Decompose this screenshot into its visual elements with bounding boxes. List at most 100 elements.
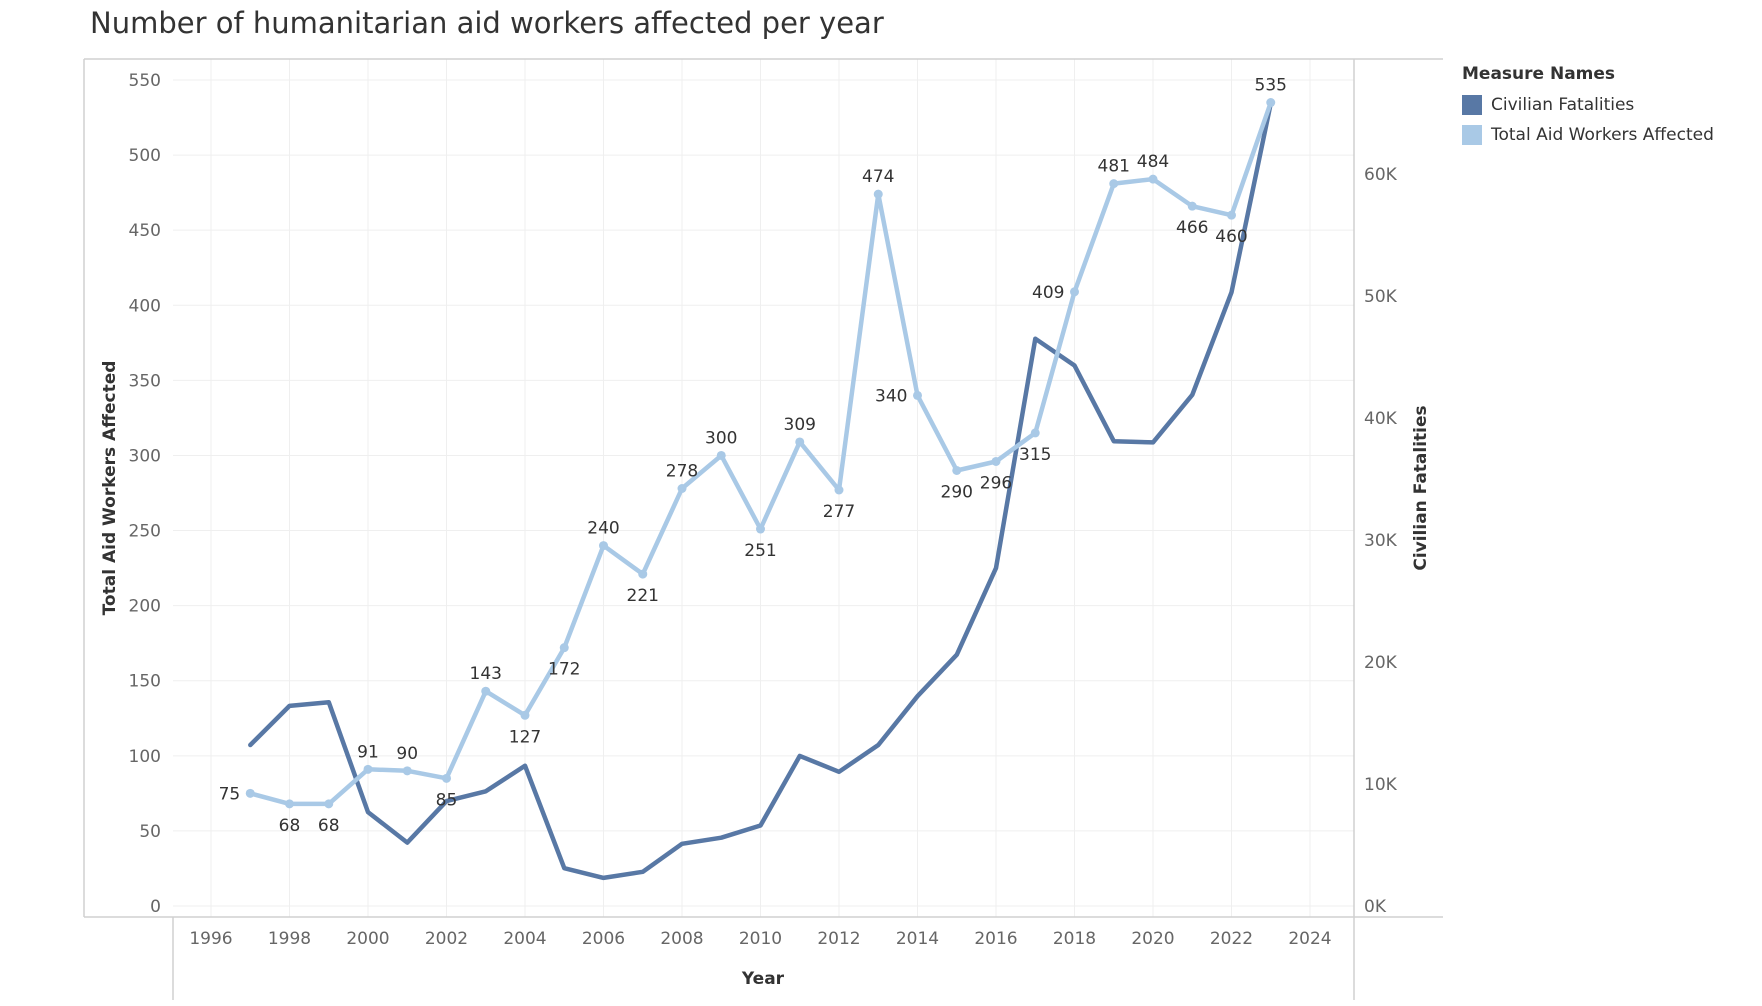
data-point-total-aid-workers-affected bbox=[245, 788, 255, 798]
y-left-tick-label: 250 bbox=[129, 522, 161, 542]
data-point-total-aid-workers-affected bbox=[1109, 179, 1119, 189]
data-point-total-aid-workers-affected bbox=[756, 524, 765, 534]
data-label: 91 bbox=[357, 742, 379, 762]
data-label: 460 bbox=[1215, 227, 1247, 247]
data-label: 221 bbox=[627, 586, 659, 606]
data-point-total-aid-workers-affected bbox=[795, 437, 805, 447]
data-point-total-aid-workers-affected bbox=[638, 569, 648, 579]
data-label: 75 bbox=[219, 784, 241, 804]
y-left-tick-label: 500 bbox=[129, 146, 161, 166]
data-point-total-aid-workers-affected bbox=[324, 799, 334, 809]
y-right-tick-label: 30K bbox=[1364, 531, 1398, 551]
y-left-tick-label: 200 bbox=[129, 597, 161, 617]
y-left-tick-label: 50 bbox=[139, 822, 161, 842]
y-axis-left-title: Total Aid Workers Affected bbox=[100, 361, 120, 616]
data-point-total-aid-workers-affected bbox=[402, 766, 412, 776]
x-tick-label: 2020 bbox=[1131, 929, 1174, 949]
x-tick-label: 2016 bbox=[974, 929, 1017, 949]
data-label: 535 bbox=[1255, 76, 1287, 96]
data-point-total-aid-workers-affected bbox=[285, 799, 294, 809]
y-right-tick-label: 10K bbox=[1364, 775, 1398, 795]
y-right-tick-label: 50K bbox=[1364, 287, 1398, 307]
data-label: 315 bbox=[1019, 445, 1051, 465]
data-point-total-aid-workers-affected bbox=[481, 686, 491, 696]
y-axis-right-title: Civilian Fatalities bbox=[1411, 405, 1431, 570]
data-point-total-aid-workers-affected bbox=[599, 541, 608, 551]
data-label: 143 bbox=[470, 664, 502, 684]
x-tick-label: 2002 bbox=[425, 929, 468, 949]
frame-layer bbox=[83, 58, 1443, 1000]
data-point-total-aid-workers-affected bbox=[952, 465, 962, 475]
data-label: 466 bbox=[1176, 218, 1208, 238]
series-line-civilian-fatalities bbox=[248, 100, 1274, 881]
data-label: 481 bbox=[1098, 157, 1130, 177]
x-tick-label: 2006 bbox=[582, 929, 625, 949]
data-label: 68 bbox=[279, 816, 301, 836]
x-tick-label: 2012 bbox=[817, 929, 860, 949]
y-right-tick-label: 40K bbox=[1364, 409, 1398, 429]
data-point-total-aid-workers-affected bbox=[363, 764, 373, 774]
y-left-tick-label: 150 bbox=[129, 672, 161, 692]
legend-item-civilian-fatalities[interactable]: Civilian Fatalities bbox=[1462, 90, 1714, 120]
chart-title: Number of humanitarian aid workers affec… bbox=[90, 6, 884, 40]
x-tick-label: 2022 bbox=[1210, 929, 1253, 949]
data-point-total-aid-workers-affected bbox=[991, 456, 1001, 466]
x-axis-title: Year bbox=[741, 969, 785, 989]
legend-label-total-aid-workers-affected: Total Aid Workers Affected bbox=[1491, 125, 1714, 145]
legend-item-total-aid-workers-affected[interactable]: Total Aid Workers Affected bbox=[1462, 120, 1714, 150]
data-label: 296 bbox=[980, 473, 1012, 493]
series-layer bbox=[245, 98, 1276, 881]
data-label: 85 bbox=[436, 790, 458, 810]
data-label: 251 bbox=[744, 541, 776, 561]
y-left-tick-label: 300 bbox=[129, 446, 161, 466]
y-left-tick-label: 400 bbox=[129, 296, 161, 316]
axis-layer: 1996 1998 2000 2002 2004 2006 2008 2010 2012 2014… bbox=[129, 71, 1398, 949]
legend-swatch-civilian-fatalities bbox=[1462, 95, 1482, 115]
data-label: 240 bbox=[587, 519, 619, 539]
data-label: 340 bbox=[875, 386, 907, 406]
data-label: 278 bbox=[666, 461, 698, 481]
data-point-total-aid-workers-affected bbox=[520, 710, 530, 720]
label-layer: 75 68 68 91 90 85 143 127 172 240 221 278 300 251 309 2… bbox=[219, 76, 1287, 836]
data-label: 172 bbox=[548, 660, 580, 680]
data-label: 68 bbox=[318, 816, 340, 836]
data-point-total-aid-workers-affected bbox=[1148, 174, 1158, 184]
data-label: 300 bbox=[705, 428, 737, 448]
data-point-total-aid-workers-affected bbox=[442, 773, 451, 783]
data-point-total-aid-workers-affected bbox=[1070, 287, 1079, 297]
x-tick-label: 1998 bbox=[268, 929, 311, 949]
legend-swatch-total-aid-workers-affected bbox=[1462, 125, 1482, 145]
x-tick-label: 2008 bbox=[660, 929, 703, 949]
grid-layer bbox=[173, 59, 1354, 917]
data-label: 484 bbox=[1137, 152, 1169, 172]
data-point-total-aid-workers-affected bbox=[677, 483, 687, 493]
legend: Measure Names Civilian Fatalities Total … bbox=[1462, 64, 1714, 150]
y-right-tick-label: 60K bbox=[1364, 165, 1398, 185]
y-right-tick-label: 0K bbox=[1364, 897, 1387, 917]
y-left-tick-label: 0 bbox=[150, 897, 161, 917]
data-label: 290 bbox=[941, 482, 973, 502]
x-tick-label: 2018 bbox=[1053, 929, 1096, 949]
legend-title: Measure Names bbox=[1462, 64, 1616, 84]
x-tick-label: 2024 bbox=[1288, 929, 1331, 949]
data-point-total-aid-workers-affected bbox=[834, 485, 844, 495]
data-point-total-aid-workers-affected bbox=[1266, 98, 1276, 108]
data-point-total-aid-workers-affected bbox=[913, 390, 922, 400]
x-tick-label: 2010 bbox=[739, 929, 782, 949]
data-point-total-aid-workers-affected bbox=[1030, 428, 1040, 438]
data-point-total-aid-workers-affected bbox=[716, 450, 726, 460]
x-tick-label: 2000 bbox=[346, 929, 389, 949]
data-label: 127 bbox=[509, 727, 541, 747]
data-label: 309 bbox=[784, 415, 816, 435]
x-tick-label: 2004 bbox=[503, 929, 546, 949]
data-label: 474 bbox=[862, 167, 894, 187]
data-label: 409 bbox=[1032, 283, 1064, 303]
y-left-tick-label: 450 bbox=[129, 221, 161, 241]
y-left-tick-label: 550 bbox=[129, 71, 161, 91]
data-point-total-aid-workers-affected bbox=[1187, 201, 1197, 211]
y-left-tick-label: 350 bbox=[129, 371, 161, 391]
x-tick-label: 2014 bbox=[896, 929, 939, 949]
y-left-tick-label: 100 bbox=[129, 747, 161, 767]
legend-label-civilian-fatalities: Civilian Fatalities bbox=[1491, 95, 1635, 115]
